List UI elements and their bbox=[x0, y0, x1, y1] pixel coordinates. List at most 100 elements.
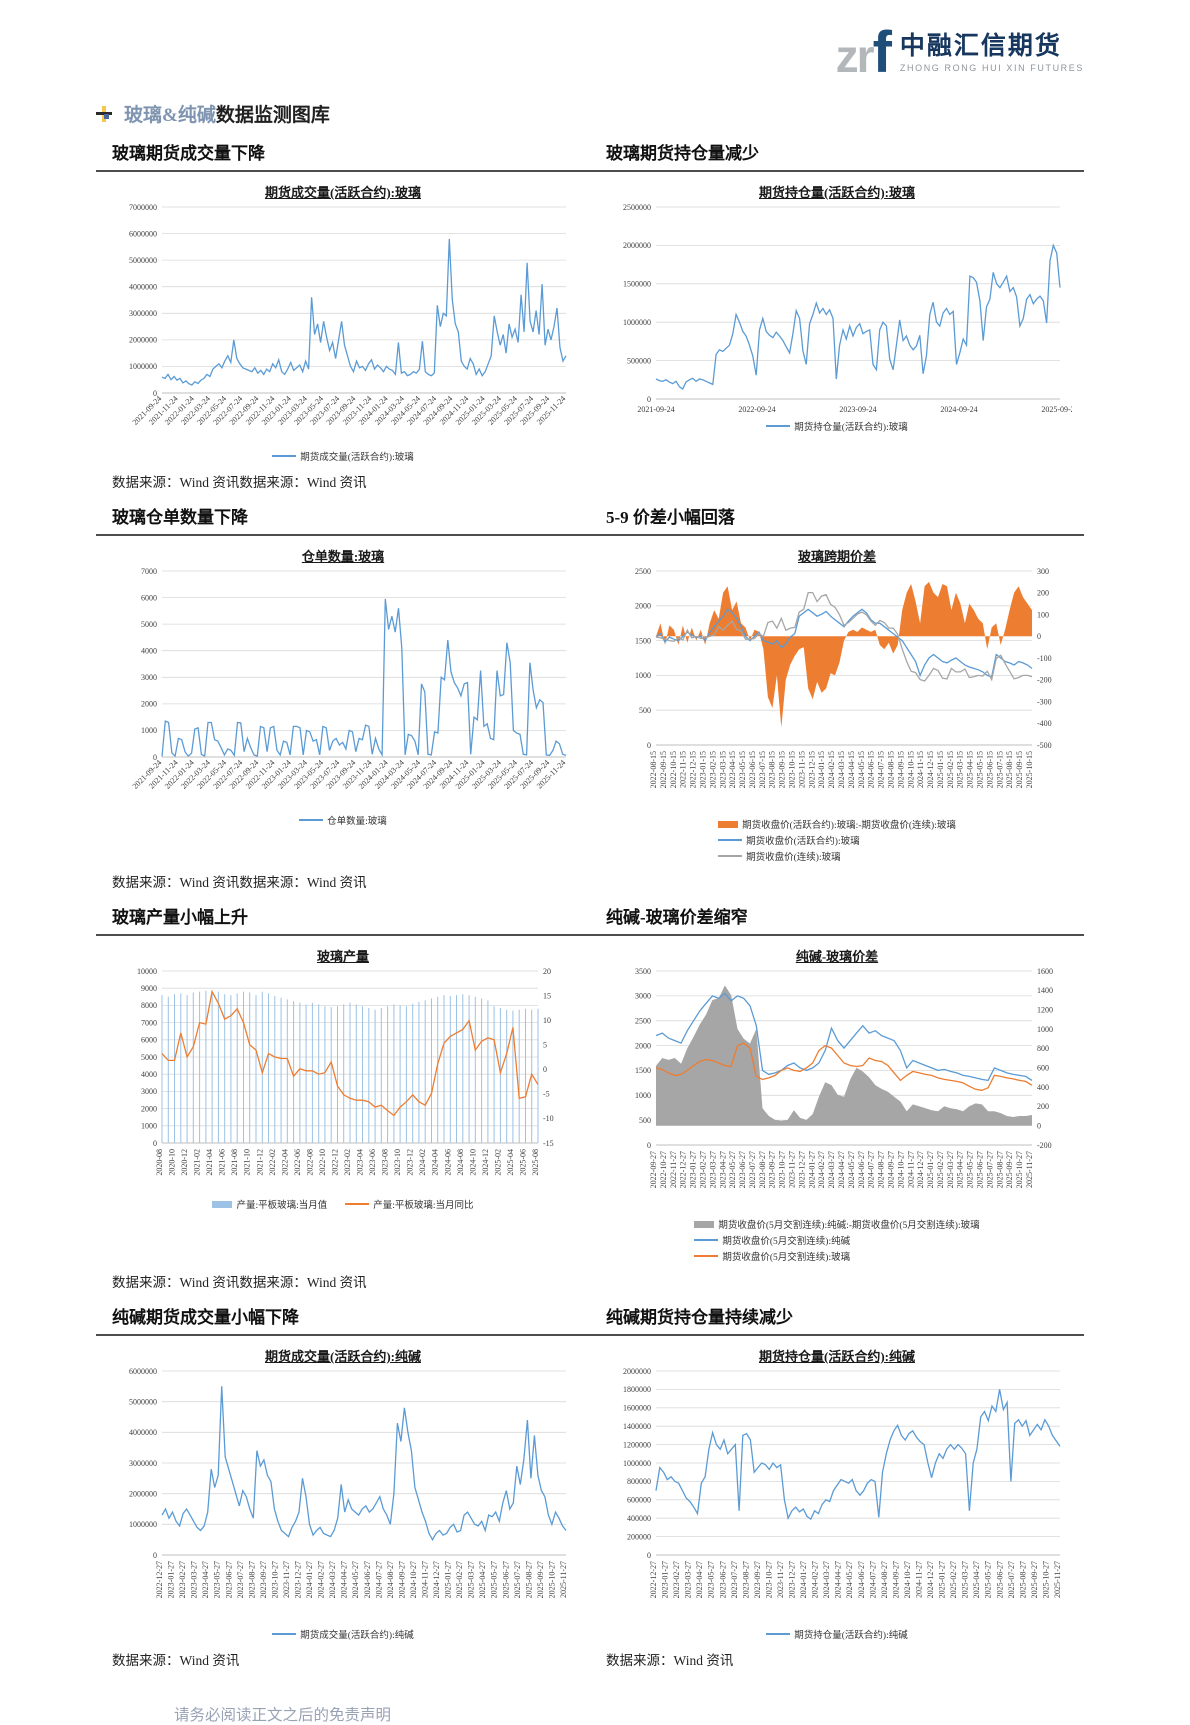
svg-text:2025-05-27: 2025-05-27 bbox=[984, 1561, 993, 1598]
svg-text:-500: -500 bbox=[1037, 741, 1052, 750]
svg-text:-200: -200 bbox=[1037, 1141, 1052, 1150]
logo-zr: zr bbox=[835, 30, 875, 82]
svg-text:2023-02: 2023-02 bbox=[343, 1149, 352, 1176]
chart-title-glass-open-interest: 期货持仓量(活跃合约):玻璃 bbox=[759, 185, 915, 200]
legend-item: 期货收盘价(5月交割连续):纯碱 bbox=[694, 1233, 850, 1247]
svg-text:2023-11-15: 2023-11-15 bbox=[797, 751, 806, 788]
svg-text:2023-04-27: 2023-04-27 bbox=[718, 1151, 727, 1188]
svg-text:2025-01-15: 2025-01-15 bbox=[936, 751, 945, 788]
svg-text:2024-04-27: 2024-04-27 bbox=[834, 1561, 843, 1598]
svg-text:10: 10 bbox=[543, 1016, 551, 1025]
svg-text:2025-07-15: 2025-07-15 bbox=[995, 751, 1004, 788]
svg-text:2025-02: 2025-02 bbox=[493, 1149, 502, 1176]
svg-text:2000: 2000 bbox=[141, 1104, 157, 1113]
svg-text:2025-10-15: 2025-10-15 bbox=[1025, 751, 1034, 788]
svg-text:9000: 9000 bbox=[141, 984, 157, 993]
svg-text:2024-05-15: 2024-05-15 bbox=[857, 751, 866, 788]
svg-text:2023-01-27: 2023-01-27 bbox=[167, 1561, 176, 1598]
chart-row-3: 玻璃产量小幅上升 纯碱-玻璃价差缩窄 玻璃产量 0 1000 2000 3000 400… bbox=[96, 901, 1084, 1291]
svg-text:2025-06-15: 2025-06-15 bbox=[985, 751, 994, 788]
svg-text:2024-01-27: 2024-01-27 bbox=[807, 1151, 816, 1188]
svg-text:2023-10-27: 2023-10-27 bbox=[270, 1561, 279, 1598]
svg-text:1600000: 1600000 bbox=[623, 1404, 651, 1413]
svg-text:2023-05-27: 2023-05-27 bbox=[213, 1561, 222, 1598]
svg-text:2025-03-27: 2025-03-27 bbox=[961, 1561, 970, 1598]
chart-cell-glass-production: 玻璃产量 0 1000 2000 3000 4000 5000 6000 7000 8000 90… bbox=[96, 940, 590, 1263]
svg-text:2025-10-27: 2025-10-27 bbox=[1042, 1561, 1051, 1598]
svg-text:800: 800 bbox=[1037, 1044, 1049, 1053]
svg-text:2025-09-24: 2025-09-24 bbox=[1041, 405, 1072, 414]
svg-text:0: 0 bbox=[647, 1551, 651, 1560]
svg-text:2024-07-27: 2024-07-27 bbox=[868, 1561, 877, 1598]
svg-text:2023-03-27: 2023-03-27 bbox=[708, 1151, 717, 1188]
chart-title-glass-volume: 期货成交量(活跃合约):玻璃 bbox=[265, 185, 421, 200]
legend-item: 期货持仓量(活跃合约):纯碱 bbox=[766, 1627, 908, 1641]
svg-text:2024-12-27: 2024-12-27 bbox=[432, 1561, 441, 1598]
svg-text:2024-01-15: 2024-01-15 bbox=[817, 751, 826, 788]
svg-text:2021-02: 2021-02 bbox=[193, 1149, 202, 1176]
chart-row-4: 纯碱期货成交量小幅下降 纯碱期货持仓量持续减少 期货成交量(活跃合约):纯碱 0… bbox=[96, 1301, 1084, 1669]
legend-soda-glass-spread: 期货收盘价(5月交割连续):纯碱:-期货收盘价(5月交割连续):玻璃 期货收盘价(… bbox=[694, 1217, 980, 1263]
svg-text:2025-04-15: 2025-04-15 bbox=[966, 751, 975, 788]
svg-text:500000: 500000 bbox=[627, 356, 651, 365]
svg-text:0: 0 bbox=[1037, 1122, 1041, 1131]
legend-soda-open-interest: 期货持仓量(活跃合约):纯碱 bbox=[766, 1627, 908, 1641]
svg-text:-15: -15 bbox=[543, 1139, 554, 1148]
legend-label: 期货收盘价(活跃合约):玻璃 bbox=[746, 837, 860, 847]
title-bullet-icon bbox=[96, 105, 112, 122]
svg-text:3000: 3000 bbox=[141, 1087, 157, 1096]
svg-text:2024-04: 2024-04 bbox=[431, 1149, 440, 1176]
svg-text:2024-09-27: 2024-09-27 bbox=[397, 1561, 406, 1598]
svg-text:2021-10: 2021-10 bbox=[243, 1149, 252, 1176]
svg-text:1500000: 1500000 bbox=[623, 280, 651, 289]
svg-text:6000000: 6000000 bbox=[129, 229, 157, 238]
svg-text:3000: 3000 bbox=[141, 673, 157, 682]
chart-title-soda-open-interest: 期货持仓量(活跃合约):纯碱 bbox=[759, 1349, 915, 1364]
svg-text:-200: -200 bbox=[1037, 676, 1052, 685]
svg-text:2000: 2000 bbox=[635, 602, 651, 611]
svg-text:2022-12-27: 2022-12-27 bbox=[155, 1561, 164, 1598]
chart-title-soda-volume: 期货成交量(活跃合约):纯碱 bbox=[265, 1349, 421, 1364]
svg-text:-5: -5 bbox=[543, 1090, 550, 1099]
svg-text:2024-02: 2024-02 bbox=[418, 1149, 427, 1176]
svg-text:5000: 5000 bbox=[141, 1053, 157, 1062]
svg-text:7000: 7000 bbox=[141, 567, 157, 576]
svg-text:3000000: 3000000 bbox=[129, 309, 157, 318]
svg-text:2024-08-15: 2024-08-15 bbox=[887, 751, 896, 788]
legend-swatch-icon bbox=[694, 1220, 715, 1228]
legend-soda-volume: 期货成交量(活跃合约):纯碱 bbox=[272, 1627, 414, 1641]
svg-text:2024-10-27: 2024-10-27 bbox=[896, 1151, 905, 1188]
legend-item: 期货持仓量(活跃合约):玻璃 bbox=[766, 419, 908, 433]
svg-text:4000: 4000 bbox=[141, 647, 157, 656]
svg-text:2024-08-27: 2024-08-27 bbox=[386, 1561, 395, 1598]
chart-cell-glass-open-interest: 期货持仓量(活跃合约):玻璃 0 500000 1000000 1500000 2000… bbox=[590, 176, 1084, 463]
svg-text:2024-11-27: 2024-11-27 bbox=[906, 1151, 915, 1188]
svg-text:2023-09-27: 2023-09-27 bbox=[259, 1561, 268, 1598]
svg-text:400: 400 bbox=[1037, 1083, 1049, 1092]
svg-text:2025-08-27: 2025-08-27 bbox=[524, 1561, 533, 1598]
svg-text:2023-10-15: 2023-10-15 bbox=[788, 751, 797, 788]
svg-text:2024-06-27: 2024-06-27 bbox=[363, 1561, 372, 1598]
svg-text:2025-09-15: 2025-09-15 bbox=[1015, 751, 1024, 788]
svg-text:2023-12-15: 2023-12-15 bbox=[807, 751, 816, 788]
legend-swatch-icon bbox=[345, 1202, 370, 1206]
svg-text:1000000: 1000000 bbox=[623, 1459, 651, 1468]
svg-text:1200: 1200 bbox=[1037, 1006, 1053, 1015]
svg-text:2022-09-15: 2022-09-15 bbox=[659, 751, 668, 788]
svg-text:2024-09-27: 2024-09-27 bbox=[891, 1561, 900, 1598]
svg-text:2024-03-15: 2024-03-15 bbox=[837, 751, 846, 788]
legend-swatch-icon bbox=[766, 1632, 791, 1636]
svg-text:2023-06-15: 2023-06-15 bbox=[748, 751, 757, 788]
svg-text:2024-07-15: 2024-07-15 bbox=[877, 751, 886, 788]
svg-text:0: 0 bbox=[153, 1139, 157, 1148]
svg-text:1000: 1000 bbox=[635, 671, 651, 680]
svg-text:1800000: 1800000 bbox=[623, 1385, 651, 1394]
svg-text:2023-01-27: 2023-01-27 bbox=[689, 1151, 698, 1188]
svg-text:2025-04-27: 2025-04-27 bbox=[478, 1561, 487, 1598]
legend-item: 期货收盘价(5月交割连续):纯碱:-期货收盘价(5月交割连续):玻璃 bbox=[694, 1217, 980, 1231]
brand-name-en: ZHONG RONG HUI XIN FUTURES bbox=[899, 62, 1084, 73]
svg-text:2023-11-27: 2023-11-27 bbox=[776, 1561, 785, 1598]
svg-text:2022-08: 2022-08 bbox=[305, 1149, 314, 1176]
page-title-highlight: 玻璃&纯碱 bbox=[124, 105, 216, 126]
